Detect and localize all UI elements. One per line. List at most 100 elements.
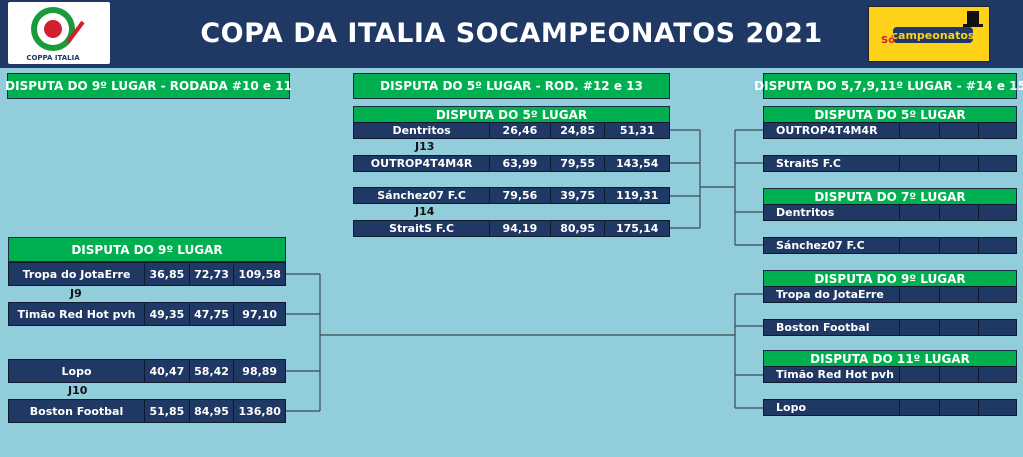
score-2	[940, 367, 980, 382]
table-row: StraitS F.C	[763, 155, 1017, 172]
score-1: 51,85	[145, 400, 190, 422]
team-name: Sánchez07 F.C	[354, 188, 491, 203]
total	[979, 238, 1016, 253]
score-1: 26,46	[490, 123, 551, 138]
total	[979, 367, 1016, 382]
header-banner: COPPA ITALIA COPA DA ITALIA SOCAMPEONATO…	[0, 0, 1023, 68]
table-row: Dentritos 26,46 24,85 51,31	[353, 122, 670, 139]
team-name: OUTROP4T4M4R	[354, 156, 491, 171]
score-2	[940, 205, 980, 220]
team-name: Timão Red Hot pvh	[764, 367, 900, 382]
match-label: J10	[68, 384, 88, 397]
svg-text:campeonatos: campeonatos	[892, 29, 975, 42]
score-2	[940, 238, 980, 253]
total	[979, 400, 1016, 415]
middle-table-title: DISPUTA DO 5º LUGAR	[353, 106, 670, 123]
team-name: Timão Red Hot pvh	[9, 303, 146, 325]
team-name: Tropa do JotaErre	[9, 263, 146, 285]
score-2	[940, 123, 980, 138]
total	[979, 287, 1016, 302]
score-2: 39,75	[551, 188, 606, 203]
left-table-title: DISPUTA DO 9º LUGAR	[8, 237, 286, 262]
svg-text:Só: Só	[881, 34, 895, 46]
score-2: 58,42	[190, 360, 235, 382]
total: 98,89	[242, 364, 278, 378]
score-1	[900, 238, 940, 253]
team-name: OUTROP4T4M4R	[764, 123, 900, 138]
table-row: Boston Footbal 51,85 84,95 136,80	[8, 399, 286, 423]
right-table-title: DISPUTA DO 9º LUGAR	[763, 270, 1017, 287]
team-name: Lopo	[764, 400, 900, 415]
team-name: Sánchez07 F.C	[764, 238, 900, 253]
total: 136,80	[238, 404, 281, 418]
table-row: Sánchez07 F.C 79,56 39,75 119,31	[353, 187, 670, 204]
table-row: OUTROP4T4M4R	[763, 122, 1017, 139]
socampeonatos-logo: campeonatos Só	[868, 6, 990, 62]
total: 109,58	[238, 267, 281, 281]
bracket-right-bottom	[734, 293, 763, 409]
team-name: Lopo	[9, 360, 146, 382]
score-1	[900, 400, 940, 415]
page-title: COPA DA ITALIA SOCAMPEONATOS 2021	[200, 18, 823, 49]
score-1	[900, 156, 940, 171]
score-1: 79,56	[490, 188, 551, 203]
right-table-title: DISPUTA DO 7º LUGAR	[763, 188, 1017, 205]
score-1	[900, 287, 940, 302]
table-row: Boston Footbal	[763, 319, 1017, 336]
team-name: Boston Footbal	[9, 400, 146, 422]
score-1: 63,99	[490, 156, 551, 171]
score-2	[940, 287, 980, 302]
table-row: Dentritos	[763, 204, 1017, 221]
right-table-title: DISPUTA DO 5º LUGAR	[763, 106, 1017, 123]
table-row: OUTROP4T4M4R 63,99 79,55 143,54	[353, 155, 670, 172]
score-2: 79,55	[551, 156, 606, 171]
team-name: Dentritos	[354, 123, 491, 138]
team-name: StraitS F.C	[764, 156, 900, 171]
total: 175,14	[615, 222, 659, 235]
section-header-middle: DISPUTA DO 5º LUGAR - ROD. #12 e 13	[353, 73, 670, 99]
table-row: Timão Red Hot pvh	[763, 366, 1017, 383]
total	[979, 205, 1016, 220]
score-2: 24,85	[551, 123, 606, 138]
total	[979, 320, 1016, 335]
table-row: StraitS F.C 94,19 80,95 175,14	[353, 220, 670, 237]
score-1: 94,19	[490, 221, 551, 236]
team-name: Tropa do JotaErre	[764, 287, 900, 302]
score-2	[940, 320, 980, 335]
total: 119,31	[615, 189, 659, 202]
table-row: Lopo	[763, 399, 1017, 416]
match-label: J14	[415, 205, 435, 218]
section-header-right: DISPUTA DO 5,7,9,11º LUGAR - #14 e 15	[754, 73, 1023, 99]
team-name: Dentritos	[764, 205, 900, 220]
score-1	[900, 205, 940, 220]
table-row: Tropa do JotaErre 36,85 72,73 109,58	[8, 262, 286, 286]
total: 97,10	[242, 307, 278, 321]
score-1: 40,47	[145, 360, 190, 382]
bracket-middle	[670, 129, 735, 229]
total	[979, 156, 1016, 171]
right-table-title: DISPUTA DO 11º LUGAR	[763, 350, 1017, 367]
score-1: 49,35	[145, 303, 190, 325]
bracket-left	[286, 273, 735, 412]
team-name: StraitS F.C	[354, 221, 491, 236]
table-row: Lopo 40,47 58,42 98,89	[8, 359, 286, 383]
socampeonatos-logo-graphic: campeonatos Só	[881, 11, 983, 46]
total: 51,31	[619, 124, 655, 137]
score-1	[900, 367, 940, 382]
score-1: 36,85	[145, 263, 190, 285]
section-header-left: DISPUTA DO 9º LUGAR - RODADA #10 e 11	[5, 73, 292, 99]
match-label: J13	[415, 140, 435, 153]
match-label: J9	[70, 287, 82, 300]
score-2	[940, 400, 980, 415]
score-1	[900, 123, 940, 138]
table-row: Sánchez07 F.C	[763, 237, 1017, 254]
total	[979, 123, 1016, 138]
score-2: 47,75	[190, 303, 235, 325]
table-row: Tropa do JotaErre	[763, 286, 1017, 303]
score-2: 84,95	[190, 400, 235, 422]
coppa-italia-logo: COPPA ITALIA	[8, 2, 110, 64]
svg-text:COPPA ITALIA: COPPA ITALIA	[26, 54, 80, 62]
total: 143,54	[615, 157, 659, 170]
team-name: Boston Footbal	[764, 320, 900, 335]
